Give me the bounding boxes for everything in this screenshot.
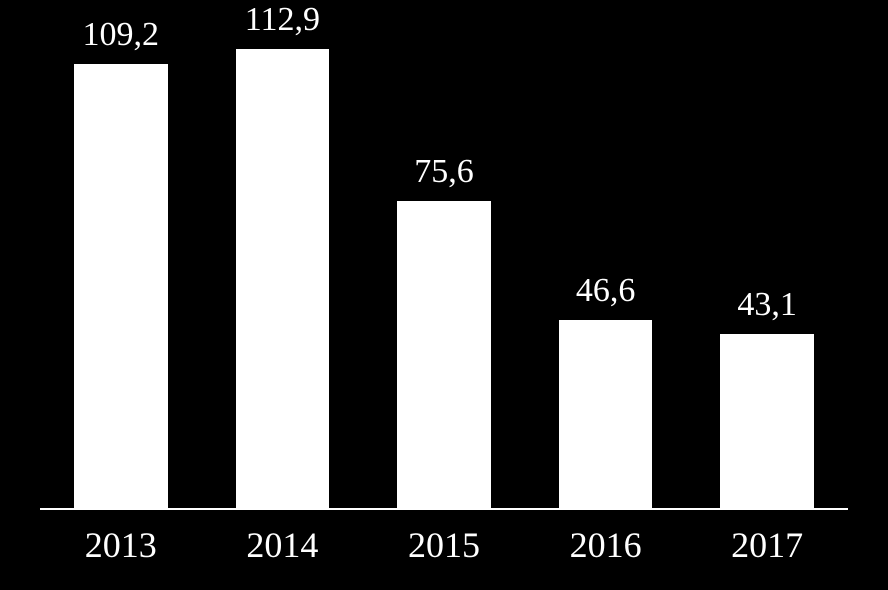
x-label-2014: 2014 [202,510,364,566]
bar-slot-2015: 75,6 [363,20,525,510]
bar-slot-2016: 46,6 [525,20,687,510]
bar-2016 [559,320,653,510]
bar-slot-2013: 109,2 [40,20,202,510]
x-label-2016: 2016 [525,510,687,566]
value-label-2016: 46,6 [525,272,687,310]
value-label-2017: 43,1 [686,286,848,324]
value-label-2014: 112,9 [202,1,364,39]
bar-chart: 109,2 112,9 75,6 46,6 43,1 2013 [0,0,888,590]
x-label-2015: 2015 [363,510,525,566]
bar-slot-2014: 112,9 [202,20,364,510]
x-axis-labels: 2013 2014 2015 2016 2017 [40,510,848,590]
bar-2017 [720,334,814,510]
plot-area: 109,2 112,9 75,6 46,6 43,1 [40,20,848,510]
bars-group: 109,2 112,9 75,6 46,6 43,1 [40,20,848,510]
bar-2015 [397,201,491,510]
value-label-2013: 109,2 [40,16,202,54]
bar-2014 [236,49,330,510]
value-label-2015: 75,6 [363,153,525,191]
bar-2013 [74,64,168,510]
x-label-2017: 2017 [686,510,848,566]
bar-slot-2017: 43,1 [686,20,848,510]
x-label-2013: 2013 [40,510,202,566]
